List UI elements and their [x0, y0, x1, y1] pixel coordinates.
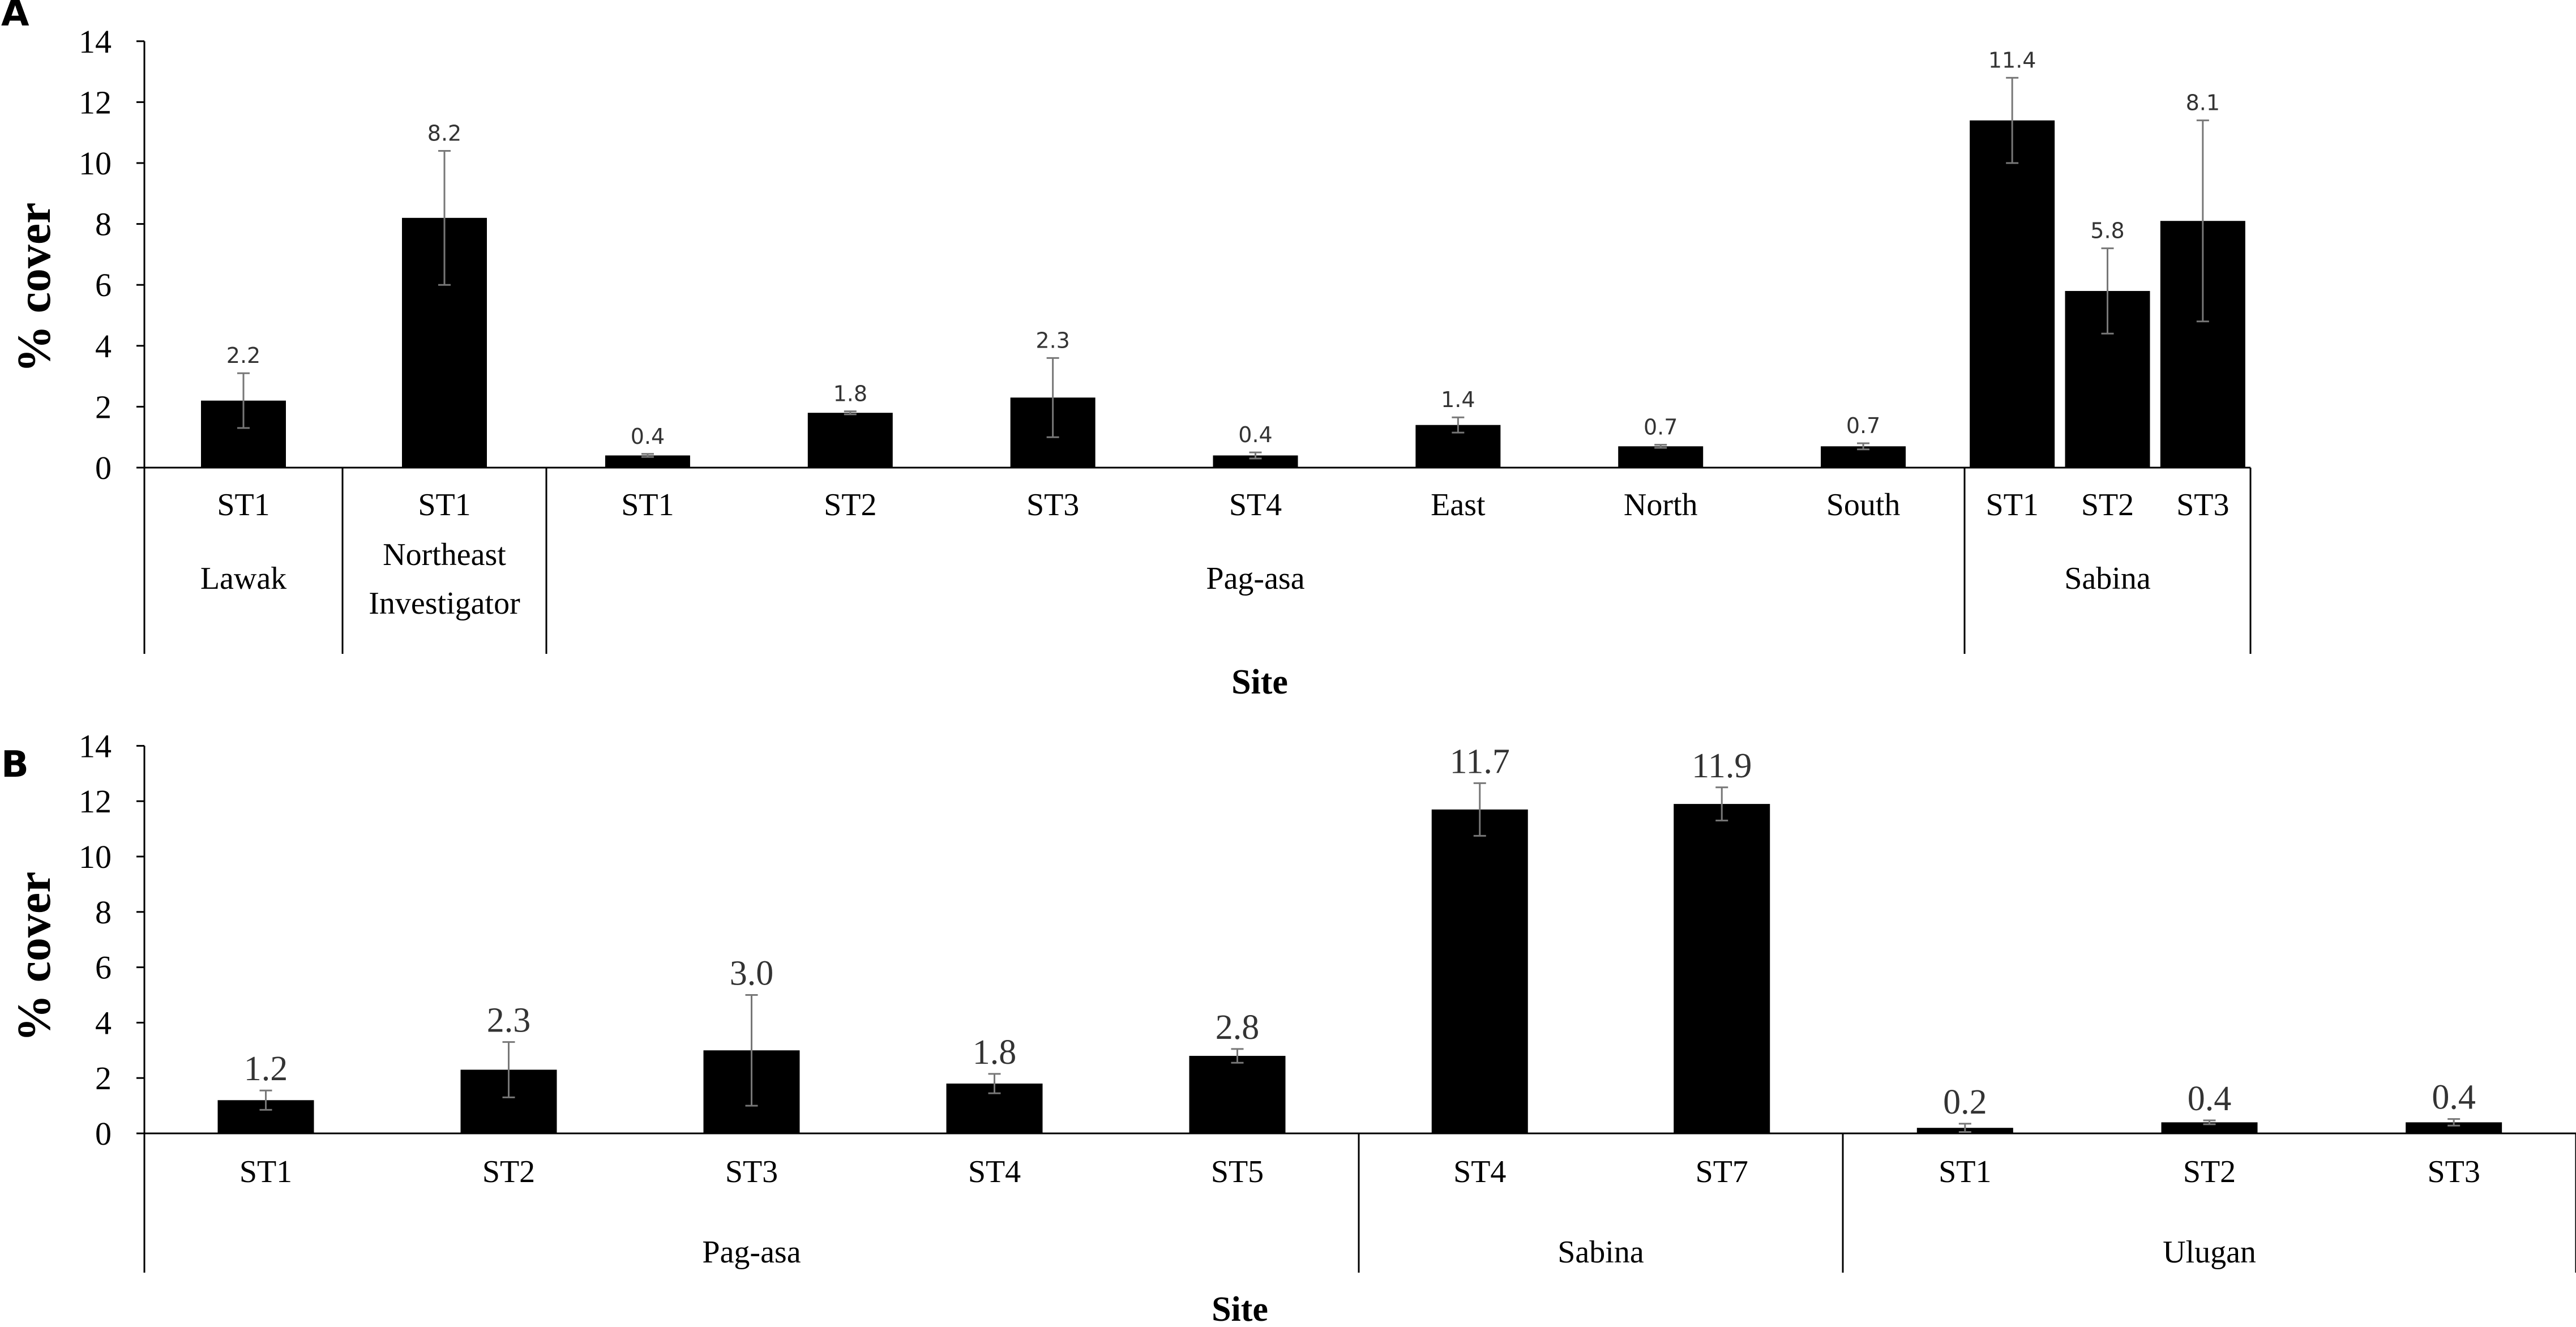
y-tick-label: 2 — [95, 388, 112, 425]
category-label: ST1 — [621, 487, 674, 523]
category-label: ST4 — [1453, 1154, 1506, 1189]
data-label: 2.3 — [1035, 328, 1069, 353]
data-label: 11.7 — [1450, 742, 1510, 781]
y-tick-label: 14 — [79, 23, 112, 60]
group-label: Pag-asa — [702, 1235, 801, 1270]
bar — [605, 455, 690, 468]
data-label: 2.2 — [226, 343, 260, 368]
bar — [2406, 1122, 2502, 1133]
category-label: ST5 — [1211, 1154, 1264, 1189]
data-label: 0.4 — [631, 424, 665, 449]
y-tick-label: 0 — [95, 1115, 112, 1152]
panel-label: A — [1, 0, 29, 35]
data-label: 2.3 — [487, 1001, 531, 1040]
group-label: Pag-asa — [1206, 561, 1304, 596]
y-tick-label: 6 — [95, 949, 112, 986]
category-label: ST2 — [824, 487, 876, 523]
category-label: East — [1431, 487, 1486, 523]
data-label: 1.8 — [833, 381, 867, 406]
data-label: 1.8 — [973, 1033, 1017, 1072]
category-label: ST1 — [1939, 1154, 1991, 1189]
data-label: 11.4 — [1988, 48, 2036, 72]
y-tick-label: 10 — [79, 145, 112, 182]
category-label: ST3 — [2427, 1154, 2480, 1189]
bar — [2161, 1122, 2258, 1133]
data-label: 8.2 — [427, 121, 461, 145]
bar — [1431, 809, 1528, 1133]
category-label: ST4 — [1229, 487, 1282, 523]
category-label: ST2 — [482, 1154, 535, 1189]
bar — [807, 413, 893, 468]
x-axis-title: Site — [1212, 1290, 1268, 1327]
y-tick-label: 14 — [79, 727, 112, 764]
category-label: ST3 — [2176, 487, 2229, 523]
category-label: South — [1826, 487, 1901, 523]
y-axis-title: % cover — [8, 872, 61, 1042]
y-tick-label: 12 — [79, 783, 112, 820]
data-label: 11.9 — [1692, 747, 1752, 785]
category-label: ST4 — [968, 1154, 1021, 1189]
y-tick-label: 10 — [79, 838, 112, 875]
category-label: ST1 — [217, 487, 269, 523]
bar — [1674, 804, 1770, 1133]
category-label: ST7 — [1696, 1154, 1748, 1189]
category-label: ST1 — [1986, 487, 2038, 523]
data-label: 0.4 — [2188, 1080, 2232, 1118]
y-tick-label: 4 — [95, 328, 112, 365]
category-label: ST1 — [239, 1154, 292, 1189]
bar — [1618, 446, 1704, 468]
y-tick-label: 4 — [95, 1004, 112, 1041]
data-label: 8.1 — [2186, 91, 2220, 115]
category-label: ST1 — [418, 487, 470, 523]
data-label: 0.4 — [1238, 422, 1272, 447]
chart-panel-a: A 0 2 4 6 8 10 12 14 % cover 2.2 ST1 8.2 ST1 Northeast… — [1, 0, 2252, 701]
y-tick-label: 8 — [95, 206, 112, 243]
y-tick-label: 0 — [95, 450, 112, 486]
y-axis-title: % cover — [8, 203, 61, 373]
data-label: 0.4 — [2432, 1078, 2476, 1117]
category-label: North — [1624, 487, 1698, 523]
data-label: 0.7 — [1846, 413, 1880, 438]
y-tick-label: 12 — [79, 84, 112, 121]
data-label: 3.0 — [730, 954, 774, 993]
group-label: Lawak — [200, 561, 286, 596]
y-tick-label: 6 — [95, 267, 112, 303]
bar — [1970, 120, 2055, 468]
group-label: Sabina — [2064, 561, 2151, 596]
category-label: ST2 — [2081, 487, 2134, 523]
y-tick-label: 2 — [95, 1060, 112, 1097]
category-label: ST3 — [1026, 487, 1079, 523]
bar — [1213, 455, 1298, 468]
data-label: 0.7 — [1644, 415, 1678, 440]
category-label: ST2 — [2183, 1154, 2236, 1189]
data-label: 1.2 — [244, 1050, 288, 1088]
group-label: Sabina — [1557, 1235, 1644, 1270]
data-label: 0.2 — [1943, 1083, 1987, 1121]
category-sublabel: Northeast — [383, 537, 506, 572]
data-label: 1.4 — [1441, 387, 1475, 412]
group-label: Investigator — [369, 586, 520, 621]
y-tick-label: 8 — [95, 894, 112, 931]
panel-label: B — [1, 744, 29, 786]
data-label: 5.8 — [2090, 219, 2124, 243]
chart-panel-b: B 0 2 4 6 8 10 12 14 % cover 1.2 ST1 2.3 ST2 3.0 ST3 1.8… — [1, 727, 2576, 1327]
bar — [1189, 1056, 1286, 1133]
data-label: 2.8 — [1216, 1008, 1260, 1047]
category-label: ST3 — [725, 1154, 778, 1189]
group-label: Ulugan — [2163, 1235, 2256, 1270]
x-axis-title: Site — [1231, 663, 1288, 701]
